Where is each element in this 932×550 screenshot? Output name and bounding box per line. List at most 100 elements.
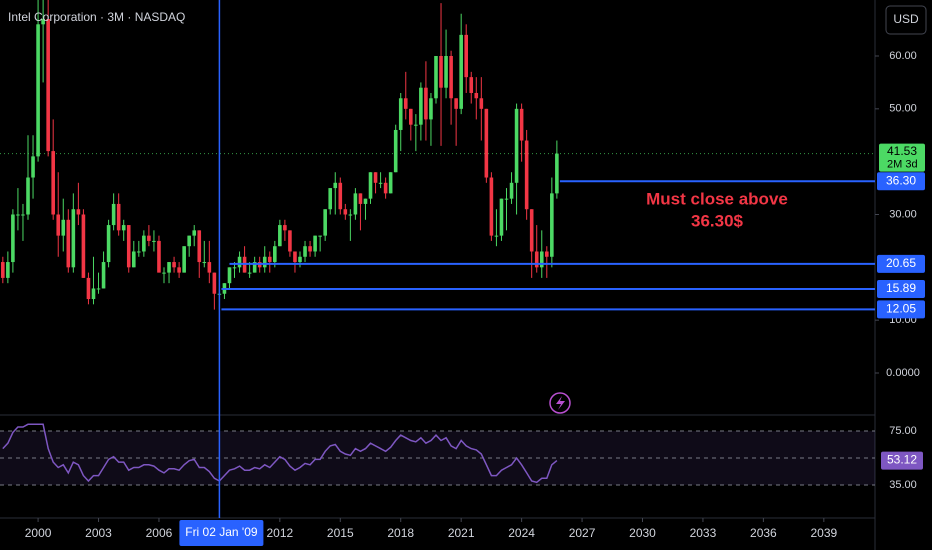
candle-body [283,225,287,231]
rsi-last-box [881,451,923,470]
y-tick-label: 30.00 [889,208,917,220]
candle-body [338,182,343,210]
candle-body [494,235,499,237]
candle-body [137,251,141,253]
candle-body [378,182,383,184]
candle-body [142,235,146,252]
candle-body [409,108,413,125]
candle-body [484,108,489,178]
level-label-box [877,254,925,273]
candle-body [288,230,292,252]
candle-body [106,225,111,263]
candle-body [247,272,252,274]
x-tick-label: 2003 [85,526,112,540]
candle-body [86,277,91,300]
icon[interactable] [549,392,571,414]
candle-body [383,182,388,194]
candle-body [46,19,50,152]
candle-body [298,256,302,263]
candle-body [514,108,519,183]
candle-body [152,240,156,242]
candle-body [56,214,61,236]
candle-body [36,24,40,157]
x-tick-label: 2000 [25,526,52,540]
candle-body [66,219,71,268]
candle-body [41,19,45,25]
candle-body [343,209,348,215]
currency-button[interactable] [885,5,927,35]
level-label-box [877,280,925,299]
candle-body [11,214,15,263]
candle-body [131,251,136,268]
rsi-tick-label: 75.00 [889,425,917,437]
candle-body [544,251,549,257]
candle-body [237,256,242,268]
candle-body [439,56,443,88]
candle-body [26,177,30,215]
candle-body [116,203,121,231]
candle-body [444,56,448,88]
x-tick-label: 2018 [387,526,414,540]
annotation: Must close above [646,189,788,208]
x-tick-label: 2012 [266,526,293,540]
annotation: 36.30$ [691,211,744,230]
level-label: 15.89 [886,281,916,295]
candle-body [192,230,197,236]
x-tick-label: 2039 [810,526,837,540]
rsi-line [2,423,558,484]
candle-body [267,256,272,263]
candle-body [293,251,297,263]
y-tick-label: 0.0000 [886,367,920,379]
candle-body [469,77,474,93]
candle-body [529,209,534,252]
candle-body [227,267,232,284]
candle-body [499,198,504,236]
candle-body [489,177,494,236]
candle-body [388,172,393,194]
rsi-tick-label: 35.00 [889,479,917,491]
candle-body [509,182,514,199]
candle-body [232,267,237,269]
x-tick-label: 2024 [508,526,535,540]
candle-body [414,124,418,126]
candle-body [555,153,559,194]
candle-body [157,240,161,273]
candle-body [424,87,428,120]
countdown: 2M 3d [887,158,918,170]
candle-body [1,262,5,278]
last-price: 41.53 [887,144,917,158]
x-tick-label: 2030 [629,526,656,540]
candle-body [368,172,373,199]
candle-body [6,262,10,278]
x-tick-label: 2036 [750,526,777,540]
candle-body [323,209,327,236]
candle-body [308,246,312,252]
candle-body [429,98,433,120]
candle-body [76,209,81,215]
candle-body [524,140,529,210]
level-label: 36.30 [886,173,916,187]
candle-body [318,235,322,237]
candle-body [172,262,176,268]
candle-body [162,272,166,274]
candle-body [61,219,66,236]
candle-body [167,262,171,273]
level-label: 12.05 [886,302,916,316]
candle-body [91,288,96,300]
last-price-box [879,143,925,172]
icon [556,396,565,410]
candle-body [202,262,207,264]
candle-body [519,108,524,141]
candle-body [464,34,469,78]
candle-body [474,92,479,99]
candle-body [303,246,307,257]
candle-body [101,262,106,289]
rsi-last-label: 53.12 [887,453,917,467]
candle-body [358,193,363,204]
candle-body [21,214,25,216]
level-label: 20.65 [886,256,916,270]
candle-body [534,251,539,268]
x-tick-label: 2027 [569,526,596,540]
